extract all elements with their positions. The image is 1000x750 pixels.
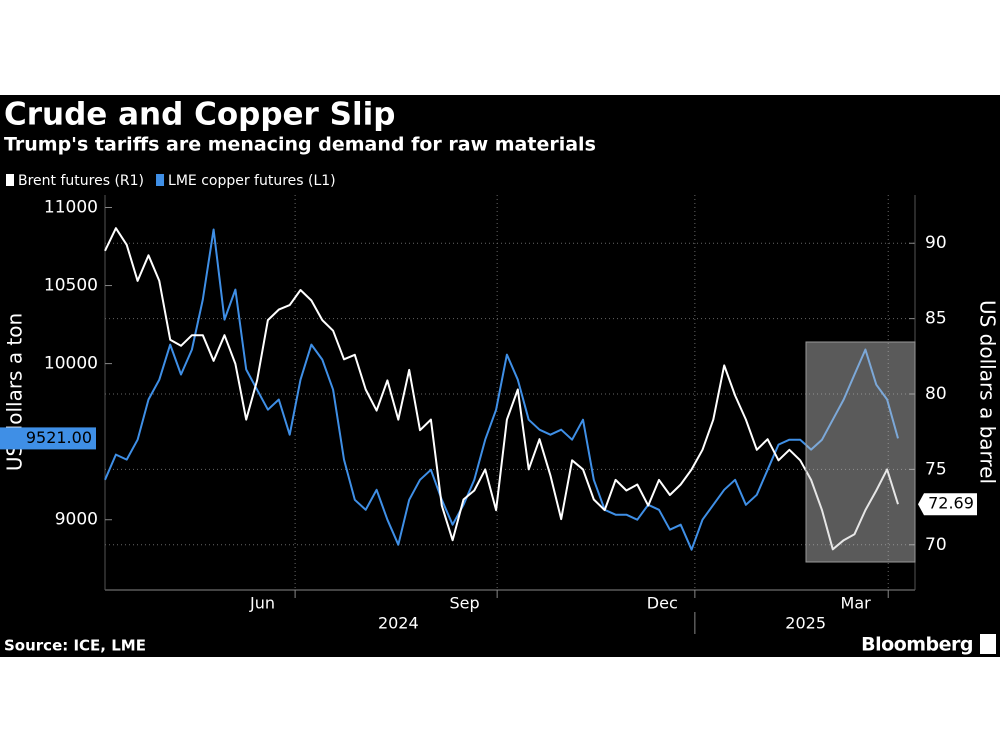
chart-subtitle: Trump's tariffs are menacing demand for … (4, 134, 596, 156)
y2-tick-label: 70 (925, 535, 947, 555)
background (0, 95, 1000, 657)
legend-label: LME copper futures (L1) (168, 173, 336, 189)
legend-swatch (156, 174, 165, 186)
x-tick-label: Sep (449, 594, 479, 613)
x-tick-label: Mar (841, 594, 872, 613)
y2-tick-label: 85 (925, 309, 947, 329)
series-line (104, 228, 899, 551)
plot: 9000 10000 10500 11000 70 75 80 85 90 Jun Sep Dec Ma… (6, 173, 947, 634)
year-label: 2025 (785, 614, 826, 633)
y-tick-label: 11000 (44, 197, 98, 217)
y2-tick-label: 90 (925, 233, 947, 253)
highlight-box (805, 341, 916, 563)
y2-axis-label: US dollars a barrel (976, 300, 1000, 484)
chart-title: Crude and Copper Slip (4, 97, 395, 133)
y-tick-label: 10500 (44, 276, 98, 296)
brand-icon (980, 634, 996, 654)
y2-tick-label: 80 (925, 384, 947, 404)
year-label: 2024 (378, 614, 419, 633)
value-label: 72.69 (928, 494, 974, 513)
legend-swatch (6, 174, 14, 186)
y-tick-label: 9000 (55, 510, 98, 530)
value-label: 9521.00 (26, 428, 92, 447)
legend-label: Brent futures (R1) (18, 173, 144, 189)
value-label-box (0, 427, 96, 450)
source: Source: ICE, LME (4, 637, 146, 655)
overlay: 72.69 9521.00 (0, 427, 977, 516)
value-label-box (918, 493, 977, 516)
series-line (104, 227, 899, 551)
y-tick-label: 10000 (44, 354, 98, 374)
y2-tick-label: 75 (925, 459, 947, 479)
brand: Bloomberg (861, 634, 973, 656)
x-tick-label: Jun (249, 594, 275, 613)
x-tick-label: Dec (647, 594, 678, 613)
